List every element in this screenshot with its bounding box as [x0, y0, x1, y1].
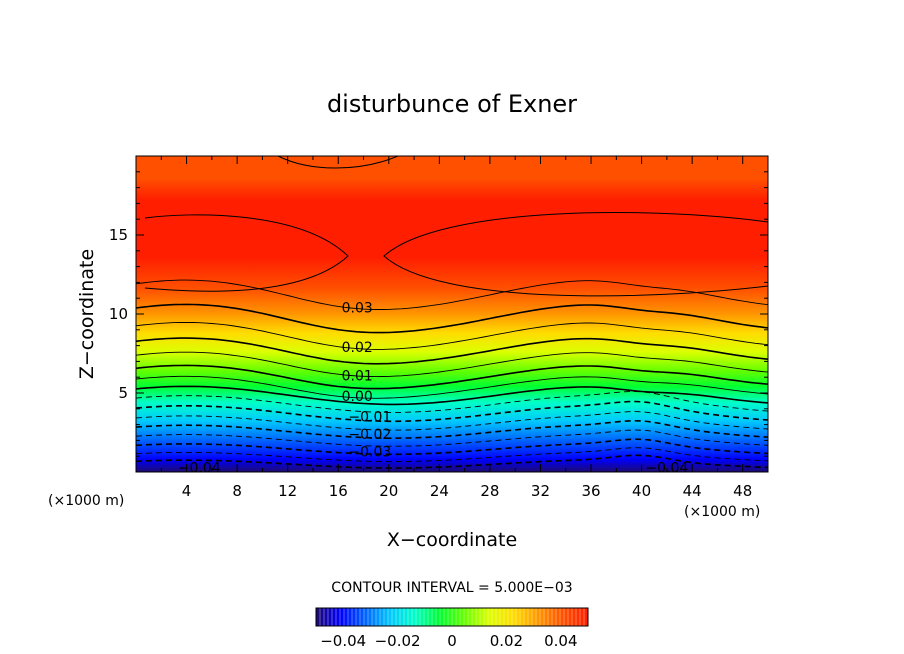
plot-area: 0.030.020.010.00−0.01−0.02−0.03−0.04 −0.0… — [109, 155, 769, 500]
contour-line-2 — [136, 438, 768, 456]
contour-label-0: 0.03 — [342, 301, 373, 317]
x-axis-unit-left: (×1000 m) — [48, 493, 124, 509]
colorbar-frame — [315, 607, 589, 627]
contour-label-7: −0.04 — [178, 460, 221, 476]
x-tick-label-9: 40 — [632, 482, 651, 500]
colorbar-stripes — [319, 608, 585, 626]
contour-line-11 — [136, 351, 768, 378]
contour-line-13 — [136, 321, 768, 350]
contour-label-3: 0.00 — [342, 389, 373, 405]
colorbar-tick-label-1: −0.02 — [375, 632, 421, 650]
contour-line-9 — [136, 375, 768, 399]
colorbar-ticks: −0.04 −0.02 0 0.02 0.04 — [320, 632, 577, 650]
x-axis-unit-right: (×1000 m) — [684, 504, 760, 520]
x-tick-label-3: 16 — [329, 482, 348, 500]
x-tick-label-7: 32 — [531, 482, 550, 500]
field-fill — [136, 156, 768, 472]
x-tick-label-8: 36 — [581, 482, 600, 500]
colorbar-tick-label-4: 0.04 — [544, 632, 577, 650]
colorbar-fill — [316, 608, 588, 626]
contour-line-8 — [136, 385, 768, 406]
x-axis: 4 8 12 16 20 24 28 32 36 40 44 48 — [160, 156, 752, 500]
contour-label-4: −0.01 — [348, 410, 391, 426]
contour-line-1 — [136, 447, 768, 463]
contour-line-6 — [136, 400, 768, 423]
contour-line-5 — [136, 411, 768, 431]
high-cell-right — [383, 212, 768, 297]
contour-interval: CONTOUR INTERVAL = 5.000E−03 — [331, 580, 572, 596]
contour-label-6: −0.03 — [348, 444, 391, 460]
x-tick-label-2: 12 — [278, 482, 297, 500]
y-tick-label-0: 5 — [118, 384, 128, 402]
y-axis-title: Z−coordinate — [76, 249, 98, 379]
x-tick-label-10: 44 — [683, 482, 702, 500]
contour-line-4 — [136, 419, 768, 439]
high-cells — [144, 156, 768, 297]
colorbar-tick-label-2: 0 — [447, 632, 457, 650]
y-tick-label-2: 15 — [109, 226, 128, 244]
contour-line-3 — [136, 429, 768, 447]
contour-line-7 — [136, 391, 768, 413]
y-axis: 5 10 15 — [109, 171, 768, 457]
y-tick-label-1: 10 — [109, 305, 128, 323]
x-tick-label-11: 48 — [733, 482, 752, 500]
contour-line-0 — [136, 454, 768, 469]
top-cap-contour — [277, 156, 399, 169]
contour-label-5: −0.02 — [348, 427, 391, 443]
x-tick-label-1: 8 — [232, 482, 242, 500]
contour-line-10 — [136, 364, 768, 390]
colorbar-tick-label-3: 0.02 — [490, 632, 523, 650]
contour-label-2: 0.01 — [342, 369, 373, 385]
chart-title: disturbunce of Exner — [327, 90, 577, 118]
x-tick-label-4: 20 — [379, 482, 398, 500]
x-tick-label-5: 24 — [430, 482, 449, 500]
contour-lines — [136, 279, 768, 469]
contour-line-15 — [136, 279, 768, 310]
contour-label-1: 0.02 — [342, 340, 373, 356]
contour-line-14 — [136, 303, 768, 334]
high-cell-left — [144, 214, 349, 292]
x-tick-label-0: 4 — [182, 482, 192, 500]
x-tick-label-6: 28 — [480, 482, 499, 500]
x-axis-title: X−coordinate — [387, 529, 517, 551]
colorbar: −0.04 −0.02 0 0.02 0.04 — [315, 607, 589, 650]
contour-line-12 — [136, 337, 768, 365]
colorbar-tick-label-0: −0.04 — [320, 632, 366, 650]
